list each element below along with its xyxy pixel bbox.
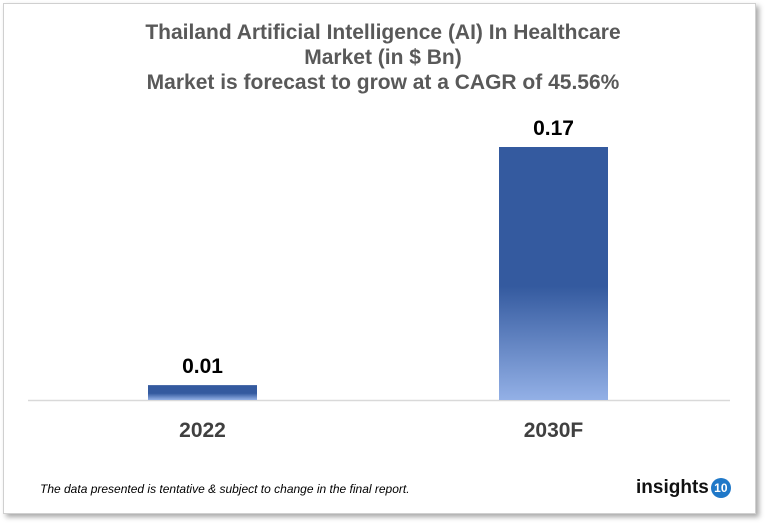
title-line-2: Market (in $ Bn) [304, 46, 462, 69]
chart-card [3, 3, 756, 514]
title-line-3: Market is forecast to grow at a CAGR of … [146, 71, 620, 94]
data-label: 0.17 [533, 117, 574, 140]
title-line-1: Thailand Artificial Intelligence (AI) In… [145, 21, 621, 44]
x-tick-label: 2022 [179, 419, 226, 442]
footnote: The data presented is tentative & subjec… [40, 482, 410, 496]
insights10-logo: insights 10 [636, 477, 731, 499]
bar-2022 [148, 385, 257, 400]
bar-2030F [499, 147, 608, 400]
data-label: 0.01 [182, 355, 223, 378]
x-tick-label: 2030F [524, 419, 584, 442]
chart-title: Thailand Artificial Intelligence (AI) In… [0, 20, 766, 95]
